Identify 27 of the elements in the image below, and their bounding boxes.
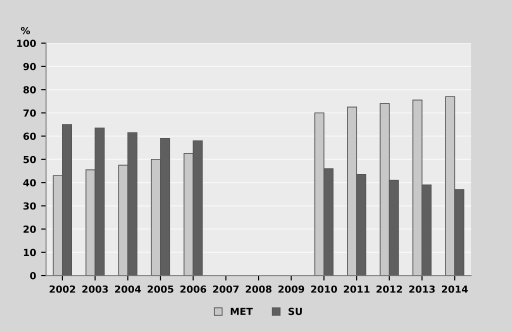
x-tick-label: 2005 xyxy=(148,285,174,293)
x-tick-label: 2004 xyxy=(115,285,141,293)
y-tick-label: 100 xyxy=(17,40,36,47)
x-tick-label: 2012 xyxy=(376,285,402,293)
x-tick-label: 2011 xyxy=(344,285,370,293)
x-tick-label: 2010 xyxy=(311,285,338,293)
y-tick-label: 20 xyxy=(24,226,36,233)
x-tick-label: 2014 xyxy=(442,285,468,293)
x-tick-label: 2013 xyxy=(409,285,435,293)
y-axis-title: % xyxy=(20,26,30,34)
y-tick-label: 40 xyxy=(23,179,36,186)
x-tick-label: 2002 xyxy=(50,285,76,293)
y-tick-label: 10 xyxy=(24,248,36,256)
legend-label: MET xyxy=(230,308,253,315)
y-tick-label: 50 xyxy=(24,156,36,164)
legend-label: SU xyxy=(288,308,302,316)
x-tick-label: 2007 xyxy=(213,285,239,293)
y-tick-label: 30 xyxy=(23,202,36,210)
y-tick-label: 70 xyxy=(23,109,36,117)
y-tick-label: 0 xyxy=(30,272,36,280)
y-tick-label: 80 xyxy=(23,86,36,94)
y-tick-label: 90 xyxy=(23,62,36,70)
x-tick-label: 2008 xyxy=(246,285,272,293)
x-tick-label: 2009 xyxy=(278,285,304,293)
x-tick-label: 2006 xyxy=(180,285,206,293)
x-tick-label: 2003 xyxy=(82,285,108,293)
y-tick-label: 60 xyxy=(23,132,36,140)
